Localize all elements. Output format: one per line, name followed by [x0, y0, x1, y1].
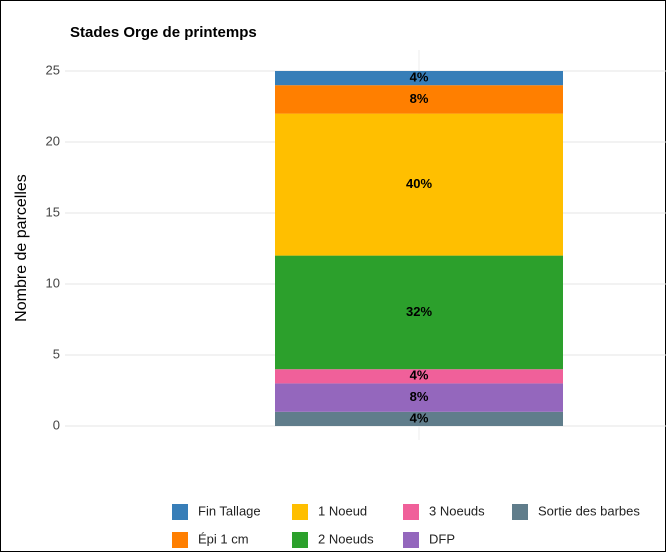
value-label: 4%: [410, 70, 429, 85]
y-axis-label: Nombre de parcelles: [13, 174, 30, 322]
legend-swatch: [403, 532, 419, 548]
legend-swatch: [292, 532, 308, 548]
y-tick-label: 0: [53, 417, 60, 432]
chart-title: Stades Orge de printemps: [70, 24, 257, 41]
legend-swatch: [172, 504, 188, 520]
value-label: 4%: [410, 410, 429, 425]
bar-segment: [275, 383, 563, 412]
legend-swatch: [172, 532, 188, 548]
legend-label: Fin Tallage: [198, 503, 261, 518]
value-label: 4%: [410, 368, 429, 383]
legend-label: Épi 1 cm: [198, 531, 249, 546]
legend-label: 3 Noeuds: [429, 503, 485, 518]
bar-segment: [275, 411, 563, 426]
y-tick-label: 15: [46, 204, 60, 219]
y-tick-label: 5: [53, 346, 60, 361]
y-tick-label: 10: [46, 275, 60, 290]
bar-segment: [275, 85, 563, 114]
bar-segment: [275, 71, 563, 86]
bar-segment: [275, 369, 563, 384]
y-tick-label: 25: [46, 62, 60, 77]
bar-segment: [275, 113, 563, 256]
legend-swatch: [403, 504, 419, 520]
value-label: 32%: [406, 304, 432, 319]
value-label: 40%: [406, 176, 432, 191]
value-label: 8%: [410, 389, 429, 404]
legend-swatch: [292, 504, 308, 520]
legend-label: 1 Noeud: [318, 503, 367, 518]
bar-segment: [275, 255, 563, 370]
legend-label: DFP: [429, 531, 455, 546]
value-label: 8%: [410, 91, 429, 106]
legend-label: 2 Noeuds: [318, 531, 374, 546]
legend-swatch: [512, 504, 528, 520]
y-tick-label: 20: [46, 133, 60, 148]
legend-label: Sortie des barbes: [538, 503, 640, 518]
